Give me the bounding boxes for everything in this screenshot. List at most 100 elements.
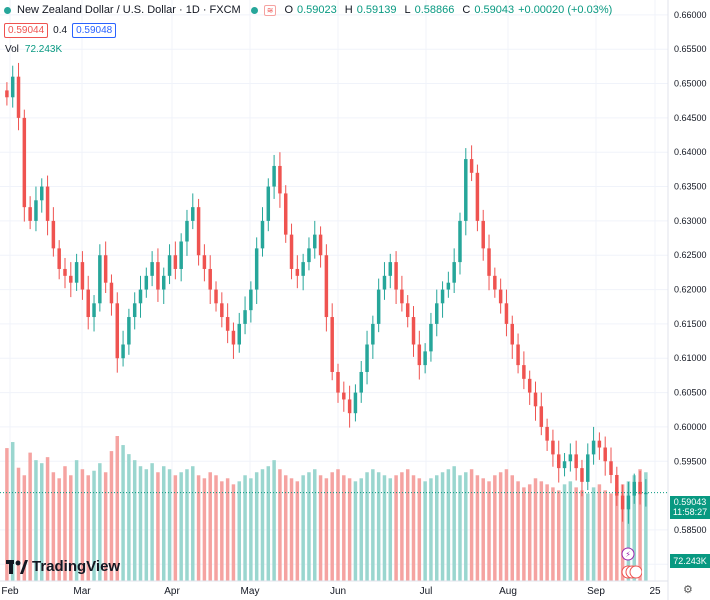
volume-bar [510,475,515,581]
volume-bar [347,478,352,581]
volume-bar [342,475,346,581]
candle-body [214,289,218,304]
time-axis-label: Apr [164,586,180,597]
tradingview-logo[interactable]: TradingView [6,558,120,575]
volume-bar [266,466,271,581]
candle-body [92,303,96,318]
high-value: 0.59139 [356,4,397,16]
symbol-icon [4,6,11,14]
volume-bar [214,475,218,581]
candle-body [574,454,578,469]
candle-body [115,303,120,359]
candle-body [307,248,311,263]
candle-body [376,289,381,324]
volume-bar [458,475,462,581]
candle-body [324,255,329,318]
candle-body [394,262,398,290]
volume-bar [551,487,555,581]
candle-body [359,371,363,393]
volume-bar [249,478,253,581]
candle-body [342,392,346,400]
candle-body [493,275,497,290]
volume-bar [243,475,247,581]
candlesticks [5,62,648,524]
volume-bar [51,472,56,581]
volume-bar [161,466,166,581]
volume-bar [132,460,137,581]
volume-bar [109,451,114,581]
candle-body [237,323,241,345]
lightning-icon [621,547,635,561]
candle-body [272,165,276,187]
change-value: +0.00020 (+0.03%) [518,4,613,16]
candle-body [22,117,27,208]
candle-body [464,159,468,221]
volume-bar [313,469,317,581]
buy-button[interactable]: 0.59048 [72,23,117,38]
volume-bar [22,475,27,581]
volume-bar [150,463,154,581]
volume-bar [57,478,61,581]
candle-body [388,262,393,276]
open-value: 0.59023 [297,4,337,16]
last-price-value: 0.59043 [673,497,707,507]
price-axis: 0.66000 0.65500 0.65000 0.64500 0.64000 0.635… [674,10,707,569]
volume-bar [493,475,497,581]
quote-row: 0.59044 0.4 0.59048 [4,23,117,38]
volume-bar [574,487,578,581]
candle-body [80,262,85,290]
candle-body [562,461,567,469]
low-value: 0.58866 [414,4,455,16]
volume-bar [45,457,50,581]
volume-bar [626,481,631,581]
price-axis-label: 0.65500 [674,44,707,54]
volume-bar [69,475,73,581]
bar-countdown: 11:58:27 [672,507,708,517]
candle-body [516,344,520,366]
price-axis-label: 0.62500 [674,250,707,260]
candle-body [440,289,445,304]
candle-body [196,207,201,256]
sell-button[interactable]: 0.59044 [4,23,49,38]
volume-bars [5,436,648,581]
volume-bar [231,484,236,581]
volume-bar [400,472,404,581]
candle-body [330,317,334,372]
candle-body [371,323,375,345]
volume-bar [10,442,15,581]
price-axis-label: 0.61000 [674,353,707,363]
volume-bar [481,478,485,581]
price-axis-label: 0.64000 [674,147,707,157]
time-axis-label: Sep [587,586,605,597]
alert-icon[interactable]: ≋ [263,4,277,16]
candle-body [435,303,439,324]
symbol-title[interactable]: New Zealand Dollar / U.S. Dollar · 1D · … [17,4,241,16]
volume-bar [376,472,381,581]
candle-body [458,220,462,263]
candle-body [481,220,485,249]
candle-body [121,344,125,359]
volume-bar [179,472,183,581]
candle-body [34,200,38,221]
volume-bar [336,469,340,581]
volume-bar [382,475,387,581]
time-axis-label: Jun [330,586,346,597]
volume-bar [156,472,160,581]
volume-bar [295,481,300,581]
events-markers[interactable]: ⚡ [620,546,642,580]
settings-gear-icon[interactable]: ⚙ [683,584,693,596]
price-axis-label: 0.61500 [674,319,707,329]
volume-bar [237,481,241,581]
candle-body [313,234,317,249]
candle-body [249,289,253,311]
volume-bar [144,469,149,581]
candle-body [632,481,636,496]
volume-bar [220,481,224,581]
price-axis-label: 0.58500 [674,525,707,535]
candle-body [318,234,323,256]
volume-bar [103,472,108,581]
candle-body [10,76,15,98]
candle-body [551,440,555,455]
volume-bar [522,487,526,581]
